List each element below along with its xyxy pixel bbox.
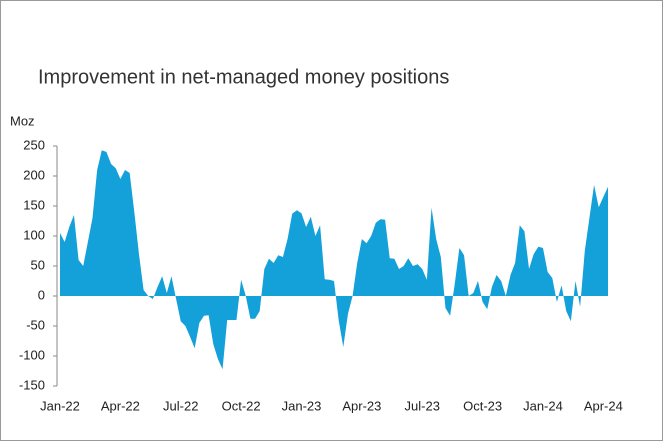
x-tick-label: Apr-22	[101, 398, 140, 413]
y-tick-label: -150	[19, 377, 45, 392]
x-tick-label: Jan-23	[282, 398, 322, 413]
x-tick-label: Apr-23	[342, 398, 381, 413]
chart-title: Improvement in net-managed money positio…	[38, 66, 449, 88]
x-tick-label: Jan-22	[40, 398, 80, 413]
y-tick-label: 200	[23, 167, 45, 182]
y-tick-label: 100	[23, 227, 45, 242]
y-tick-label: -100	[19, 347, 45, 362]
x-tick-label: Jan-24	[523, 398, 563, 413]
y-axis-label: Moz	[10, 113, 35, 128]
area	[60, 150, 608, 370]
y-tick-label: -50	[26, 317, 45, 332]
x-tick-label: Oct-22	[222, 398, 261, 413]
y-tick-label: 150	[23, 197, 45, 212]
x-tick-label: Jul-22	[163, 398, 198, 413]
y-tick-label: 50	[31, 257, 45, 272]
x-tick-label: Apr-24	[584, 398, 623, 413]
x-tick-label: Jul-23	[405, 398, 440, 413]
y-tick-label: 250	[23, 137, 45, 152]
y-tick-label: 0	[38, 287, 45, 302]
x-tick-label: Oct-23	[463, 398, 502, 413]
